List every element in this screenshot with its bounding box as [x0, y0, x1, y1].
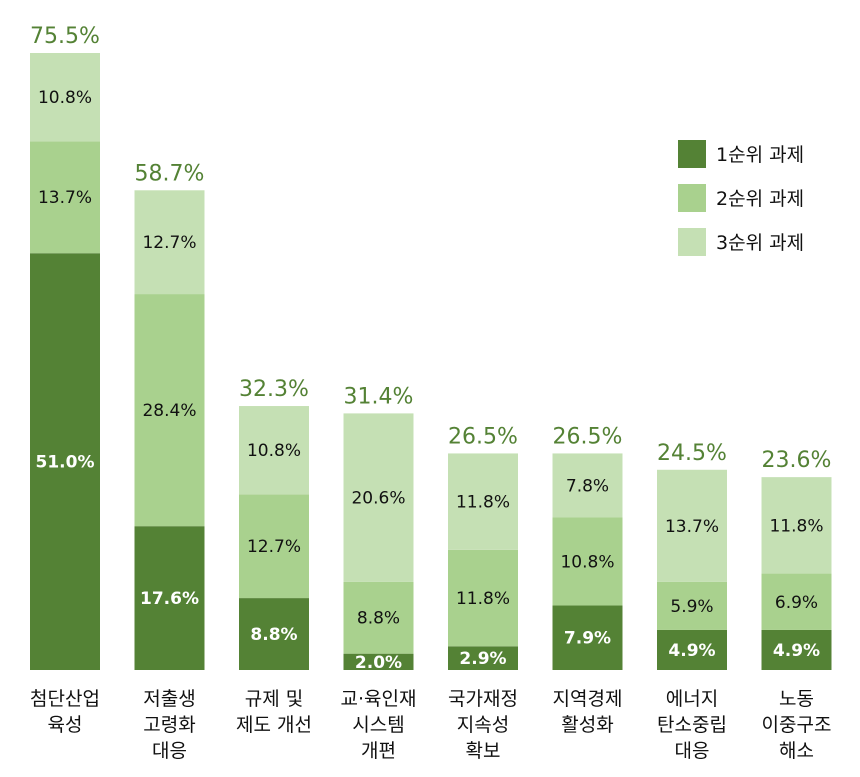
bar-segment-1-1 [30, 253, 100, 670]
category-label: 국가재정 [448, 688, 518, 710]
segment-value-label: 13.7% [38, 188, 92, 208]
category-label: 에너지 [666, 688, 718, 710]
legend-swatch [678, 228, 706, 256]
legend-label: 3순위 과제 [716, 232, 804, 254]
category-label: 규제 및 [245, 688, 303, 710]
segment-value-label: 4.9% [773, 641, 820, 661]
bar-segment-1-7 [657, 629, 727, 670]
segment-value-label: 12.7% [247, 537, 301, 557]
bar-total-label: 26.5% [448, 424, 518, 449]
category-label: 지속성 [457, 714, 509, 736]
category-label: 대응 [675, 740, 710, 762]
bar-segment-2-6 [552, 517, 623, 606]
bar-segment-2-5 [448, 549, 518, 647]
segment-value-label: 7.8% [566, 476, 609, 496]
bar-total-label: 31.4% [344, 384, 414, 409]
category-label: 고령화 [143, 714, 195, 736]
segment-value-label: 51.0% [36, 453, 95, 473]
segment-value-label: 8.8% [357, 609, 400, 629]
bar-segment-2-1 [30, 141, 100, 254]
segment-value-label: 11.8% [769, 516, 823, 536]
segment-value-label: 4.9% [668, 641, 715, 661]
category-label: 노동 [779, 688, 814, 710]
bar-segment-3-1 [30, 53, 100, 142]
bar-segment-3-8 [761, 477, 832, 574]
category-label: 제도 개선 [236, 714, 312, 736]
segment-value-label: 13.7% [665, 517, 719, 537]
bar-segment-2-4 [343, 581, 414, 654]
category-label: 확보 [466, 740, 501, 762]
bar-segment-2-7 [657, 581, 727, 630]
segment-value-label: 10.8% [38, 88, 92, 108]
bar-segment-2-8 [761, 573, 832, 630]
category-label: 활성화 [561, 714, 613, 736]
segment-value-label: 11.8% [456, 589, 510, 609]
segment-value-label: 17.6% [140, 589, 199, 609]
bar-segment-1-4 [343, 653, 414, 670]
bar-total-label: 75.5% [30, 24, 100, 49]
category-label: 대응 [152, 740, 187, 762]
bar-total-label: 26.5% [553, 424, 623, 449]
bar-segment-3-6 [552, 453, 623, 518]
category-label: 첨단산업 [30, 688, 100, 710]
category-label: 이중구조 [762, 714, 832, 736]
segment-value-label: 20.6% [351, 489, 405, 509]
bar-segment-2-2 [134, 294, 205, 527]
segment-value-label: 6.9% [775, 593, 818, 613]
segment-value-label: 12.7% [142, 233, 196, 253]
bar-total-label: 32.3% [239, 377, 309, 402]
bar-total-label: 24.5% [657, 441, 727, 466]
bar-segment-1-2 [134, 526, 205, 670]
bar-segment-3-3 [239, 406, 309, 495]
legend: 1순위 과제 2순위 과제 3순위 과제 [678, 140, 804, 256]
segment-value-label: 10.8% [247, 441, 301, 461]
bar-total-label: 23.6% [762, 448, 832, 473]
category-label: 탄소중립 [657, 714, 727, 736]
segment-value-label: 8.8% [250, 625, 297, 645]
category-label: 저출생 [143, 688, 195, 710]
bars-group: 51.0% 13.7% 10.8% 17.6% 28.4% 12.7% 8.8% 12.7% 1… [30, 53, 832, 673]
bar-segment-1-8 [761, 629, 832, 670]
segment-value-label: 11.8% [456, 493, 510, 513]
segment-value-label: 2.0% [355, 653, 402, 673]
segment-value-label: 28.4% [142, 401, 196, 421]
bar-segment-2-3 [239, 494, 309, 599]
bar-segment-3-7 [657, 469, 727, 582]
segment-value-label: 10.8% [560, 552, 614, 572]
bar-segment-1-3 [239, 598, 309, 670]
total-labels-group: 75.5% 58.7% 32.3% 31.4% 26.5% 26.5% 24.5% 23.6% [30, 24, 831, 473]
bar-segment-3-4 [343, 413, 414, 582]
legend-swatch [678, 140, 706, 168]
bar-segment-1-5 [448, 646, 518, 670]
category-label: 개편 [361, 740, 396, 762]
bar-segment-1-6 [552, 605, 623, 670]
segment-value-label: 5.9% [670, 597, 713, 617]
bar-segment-3-2 [134, 190, 205, 295]
segment-value-label: 7.9% [564, 629, 611, 649]
bar-segment-3-5 [448, 453, 518, 550]
category-label: 교·육인재 [341, 688, 417, 710]
category-label: 해소 [779, 740, 814, 762]
legend-swatch [678, 184, 706, 212]
category-label: 육성 [48, 714, 83, 736]
bar-total-label: 58.7% [135, 161, 205, 186]
legend-label: 1순위 과제 [716, 144, 804, 166]
segment-value-label: 2.9% [459, 649, 506, 669]
category-label: 시스템 [352, 714, 404, 736]
legend-label: 2순위 과제 [716, 188, 804, 210]
category-label: 지역경제 [553, 688, 623, 710]
